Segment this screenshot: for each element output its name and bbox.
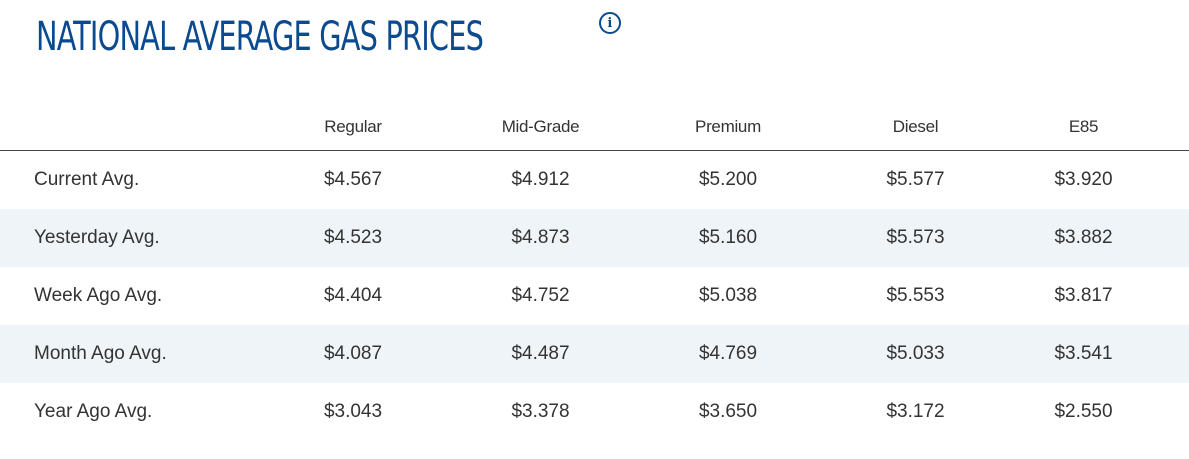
table-row: Yesterday Avg. $4.523 $4.873 $5.160 $5.5… <box>0 209 1189 267</box>
price-cell-diesel: $5.577 <box>886 169 945 190</box>
price-cell-premium: $3.650 <box>698 401 758 422</box>
info-icon[interactable]: i <box>598 12 621 34</box>
price-cell-diesel: $5.553 <box>886 285 945 306</box>
price-cell-premium: $5.160 <box>603 209 853 267</box>
price-cell-premium: $5.200 <box>698 169 758 190</box>
table-row: Week Ago Avg. $4.404 $4.752 $5.038 $5.55… <box>0 267 1189 325</box>
column-header-diesel: Diesel <box>853 104 978 151</box>
price-cell-regular: $4.087 <box>228 325 478 383</box>
page-title: NATIONAL AVERAGE GAS PRICES <box>36 14 484 60</box>
price-cell-regular: $4.567 <box>323 169 383 190</box>
price-cell-mid-grade: $4.487 <box>478 325 603 383</box>
price-cell-regular: $4.404 <box>323 285 383 306</box>
price-cell-mid-grade: $4.752 <box>511 285 570 306</box>
price-cell-diesel: $5.573 <box>853 209 978 267</box>
column-header-premium: Premium <box>603 104 853 151</box>
price-cell-regular: $4.523 <box>228 209 478 267</box>
row-label: Month Ago Avg. <box>0 325 228 383</box>
row-label: Current Avg. <box>34 169 140 190</box>
column-header-regular: Regular <box>228 104 478 151</box>
price-cell-premium: $4.769 <box>603 325 853 383</box>
price-cell-regular: $3.043 <box>323 401 383 422</box>
row-label: Week Ago Avg. <box>34 285 163 306</box>
info-glyph: i <box>607 15 613 31</box>
column-header-e85: E85 <box>978 104 1189 151</box>
price-cell-e85: $3.817 <box>1054 285 1113 306</box>
title-block: NATIONAL AVERAGE GAS PRICES i <box>36 8 621 66</box>
price-cell-diesel: $5.033 <box>853 325 978 383</box>
table-row: Year Ago Avg. $3.043 $3.378 $3.650 $3.17… <box>0 383 1189 441</box>
price-cell-mid-grade: $4.873 <box>478 209 603 267</box>
price-cell-e85: $3.882 <box>978 209 1189 267</box>
table-row: Month Ago Avg. $4.087 $4.487 $4.769 $5.0… <box>0 325 1189 383</box>
column-header-empty <box>0 104 228 151</box>
price-cell-diesel: $3.172 <box>886 401 945 422</box>
price-cell-e85: $3.920 <box>1054 169 1113 190</box>
column-header-mid-grade: Mid-Grade <box>478 104 603 151</box>
price-cell-e85: $2.550 <box>1054 401 1113 422</box>
price-cell-e85: $3.541 <box>978 325 1189 383</box>
table-row: Current Avg. $4.567 $4.912 $5.200 $5.577… <box>0 151 1189 210</box>
row-label: Yesterday Avg. <box>0 209 228 267</box>
row-label: Year Ago Avg. <box>34 401 153 422</box>
price-cell-premium: $5.038 <box>698 285 758 306</box>
gas-price-table: Regular Mid-Grade Premium Diesel E85 Cur… <box>0 104 1189 441</box>
price-cell-mid-grade: $3.378 <box>511 401 570 422</box>
table-header-row: Regular Mid-Grade Premium Diesel E85 <box>0 104 1189 151</box>
price-cell-mid-grade: $4.912 <box>511 169 570 190</box>
